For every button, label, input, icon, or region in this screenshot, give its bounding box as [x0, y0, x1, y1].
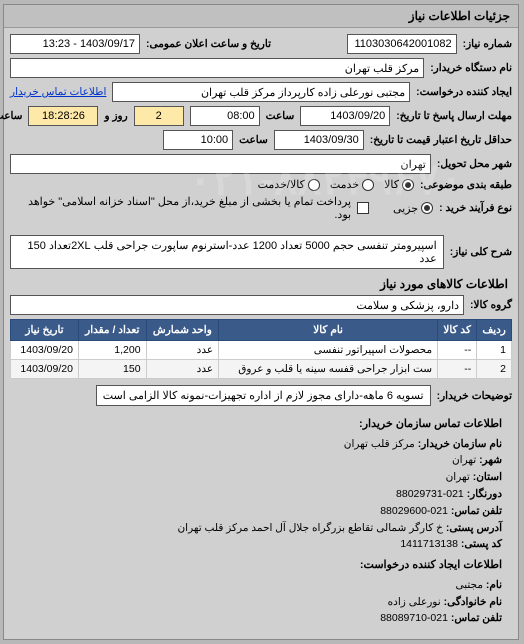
radio-service[interactable] — [363, 179, 375, 191]
org-tel-k: تلفن تماس: — [452, 505, 503, 517]
radio-minor[interactable] — [422, 202, 434, 214]
deadline-time-label: ساعت — [267, 110, 296, 122]
buyer-notes-box: تسویه 6 ماهه-دارای مجوز لازم از اداره تج… — [97, 385, 432, 406]
cell: 150 — [79, 360, 147, 379]
need-desc-box: اسپیرومتر تنفسی حجم 5000 تعداد 1200 عدد-… — [11, 235, 445, 269]
org-addr-v: خ کارگر شمالی تقاطع بزرگراه جلال آل احمد… — [178, 522, 444, 534]
validity-time-label: ساعت — [240, 134, 269, 146]
need-desc-label: شرح کلی نیاز: — [451, 246, 513, 258]
col-name: نام کالا — [220, 320, 439, 341]
creator-tel-k: تلفن تماس: — [452, 612, 503, 624]
cell: عدد — [147, 341, 220, 360]
radio-goods-service-label: کالا/خدمت — [259, 178, 306, 191]
creator-input[interactable] — [113, 82, 411, 102]
cell: -- — [439, 360, 478, 379]
org-name-k: نام سازمان خریدار: — [419, 438, 503, 450]
cell: 1,200 — [79, 341, 147, 360]
creator-ln-v: نورعلی زاده — [389, 596, 442, 608]
org-contact-block: اطلاعات تماس سازمان خریدار: نام سازمان خ… — [11, 410, 513, 633]
delivery-city-input[interactable] — [11, 154, 432, 174]
cell: محصولات اسپیراتور تنفسی — [220, 341, 439, 360]
org-prov-k: استان: — [474, 471, 503, 483]
announce-label: تاریخ و ساعت اعلان عمومی: — [147, 38, 272, 50]
classification-radio-group: کالا خدمت کالا/خدمت — [259, 178, 415, 191]
cell: ست ابزار جراحی قفسه سینه یا قلب و عروق — [220, 360, 439, 379]
radio-goods-service[interactable] — [309, 179, 321, 191]
deadline-days-label: روز و — [105, 110, 128, 122]
need-number-label: شماره نیاز: — [464, 38, 513, 50]
buyer-device-input[interactable] — [11, 58, 425, 78]
table-row: 2 -- ست ابزار جراحی قفسه سینه یا قلب و ع… — [12, 360, 513, 379]
col-index: ردیف — [478, 320, 513, 341]
creator-contact-title: اطلاعات ایجاد کننده درخواست: — [21, 557, 503, 575]
buyer-contact-link[interactable]: اطلاعات تماس خریدار — [11, 86, 107, 98]
cell: 1403/09/20 — [12, 360, 80, 379]
deadline-date-input[interactable] — [301, 106, 391, 126]
deadline-remain-input[interactable] — [29, 106, 99, 126]
deadline-remain-label: ساعت باقی مانده — [0, 110, 23, 122]
cell: 1 — [478, 341, 513, 360]
cell: -- — [439, 341, 478, 360]
col-date: تاریخ نیاز — [12, 320, 80, 341]
creator-tel-v: 021-88089710 — [381, 612, 449, 624]
radio-minor-label: جزیی — [394, 202, 419, 215]
classification-label: طبقه بندی موضوعی: — [421, 179, 513, 191]
buyer-device-label: نام دستگاه خریدار: — [431, 62, 513, 74]
org-tel-v: 021-88029600 — [381, 505, 449, 517]
goods-group-label: گروه کالا: — [471, 299, 513, 311]
cell: 1403/09/20 — [12, 341, 80, 360]
treasury-label: پرداخت تمام یا بخشی از مبلغ خرید،از محل … — [11, 195, 352, 221]
radio-goods[interactable] — [403, 179, 415, 191]
panel-title: جزئیات اطلاعات نیاز — [5, 5, 519, 28]
process-label: نوع فرآیند خرید : — [440, 202, 513, 214]
col-unit: واحد شمارش — [147, 320, 220, 341]
goods-group-input[interactable] — [11, 295, 465, 315]
deadline-time-input[interactable] — [191, 106, 261, 126]
validity-label: حداقل تاریخ اعتبار قیمت تا تاریخ: — [371, 134, 513, 146]
table-row: 1 -- محصولات اسپیراتور تنفسی عدد 1,200 1… — [12, 341, 513, 360]
cell: 2 — [478, 360, 513, 379]
goods-table: ردیف کد کالا نام کالا واحد شمارش تعداد /… — [11, 319, 513, 379]
creator-ln-k: نام خانوادگی: — [445, 596, 503, 608]
radio-service-label: خدمت — [331, 178, 360, 191]
treasury-checkbox[interactable] — [358, 202, 370, 214]
validity-date-input[interactable] — [275, 130, 365, 150]
need-number-input[interactable] — [348, 34, 458, 54]
radio-goods-label: کالا — [385, 178, 400, 191]
goods-section-title: اطلاعات کالاهای مورد نیاز — [11, 277, 513, 291]
delivery-city-label: شهر محل تحویل: — [438, 158, 513, 170]
org-addr-k: آدرس پستی: — [447, 522, 503, 534]
org-post-v: 1411713138 — [401, 538, 459, 550]
deadline-label: مهلت ارسال پاسخ تا تاریخ: — [397, 110, 513, 122]
creator-fn-v: مجتبی — [456, 579, 484, 591]
org-contact-title: اطلاعات تماس سازمان خریدار: — [21, 416, 503, 434]
creator-fn-k: نام: — [487, 579, 503, 591]
validity-time-input[interactable] — [164, 130, 234, 150]
buyer-notes-label: توضیحات خریدار: — [438, 390, 513, 402]
org-city-v: تهران — [453, 454, 477, 466]
need-details-panel: جزئیات اطلاعات نیاز شماره نیاز: تاریخ و … — [4, 4, 520, 640]
org-city-k: شهر: — [480, 454, 503, 466]
col-qty: تعداد / مقدار — [79, 320, 147, 341]
creator-label: ایجاد کننده درخواست: — [417, 86, 513, 98]
org-post-k: کد پستی: — [462, 538, 503, 550]
org-fax-k: دورنگار: — [468, 488, 503, 500]
org-prov-v: تهران — [447, 471, 471, 483]
form-area: شماره نیاز: تاریخ و ساعت اعلان عمومی: نا… — [5, 28, 519, 639]
col-code: کد کالا — [439, 320, 478, 341]
org-fax-v: 021-88029731 — [397, 488, 465, 500]
announce-input[interactable] — [11, 34, 141, 54]
org-name-v: مرکز قلب تهران — [345, 438, 416, 450]
deadline-days-input[interactable] — [135, 106, 185, 126]
cell: عدد — [147, 360, 220, 379]
